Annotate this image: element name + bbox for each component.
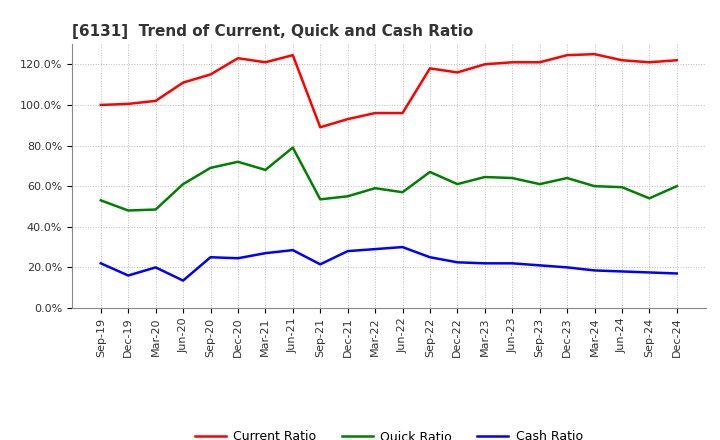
Quick Ratio: [343, 194, 352, 199]
Quick Ratio: [371, 186, 379, 191]
Quick Ratio: [590, 183, 599, 189]
Quick Ratio: [645, 196, 654, 201]
Current Ratio: [563, 52, 572, 58]
Text: [6131]  Trend of Current, Quick and Cash Ratio: [6131] Trend of Current, Quick and Cash …: [72, 24, 473, 39]
Current Ratio: [233, 55, 242, 61]
Current Ratio: [343, 117, 352, 122]
Cash Ratio: [453, 260, 462, 265]
Current Ratio: [536, 60, 544, 65]
Cash Ratio: [645, 270, 654, 275]
Current Ratio: [206, 72, 215, 77]
Quick Ratio: [508, 176, 516, 181]
Current Ratio: [426, 66, 434, 71]
Cash Ratio: [398, 245, 407, 250]
Current Ratio: [618, 58, 626, 63]
Legend: Current Ratio, Quick Ratio, Cash Ratio: Current Ratio, Quick Ratio, Cash Ratio: [189, 425, 588, 440]
Current Ratio: [124, 101, 132, 106]
Cash Ratio: [480, 260, 489, 266]
Quick Ratio: [124, 208, 132, 213]
Quick Ratio: [453, 181, 462, 187]
Current Ratio: [398, 110, 407, 116]
Quick Ratio: [672, 183, 681, 189]
Cash Ratio: [206, 255, 215, 260]
Cash Ratio: [508, 260, 516, 266]
Current Ratio: [371, 110, 379, 116]
Cash Ratio: [343, 249, 352, 254]
Current Ratio: [289, 52, 297, 58]
Cash Ratio: [563, 265, 572, 270]
Quick Ratio: [289, 145, 297, 150]
Quick Ratio: [536, 181, 544, 187]
Quick Ratio: [96, 198, 105, 203]
Quick Ratio: [563, 176, 572, 181]
Quick Ratio: [261, 167, 270, 172]
Quick Ratio: [316, 197, 325, 202]
Line: Current Ratio: Current Ratio: [101, 54, 677, 127]
Cash Ratio: [590, 268, 599, 273]
Cash Ratio: [672, 271, 681, 276]
Current Ratio: [590, 51, 599, 57]
Cash Ratio: [96, 260, 105, 266]
Cash Ratio: [536, 263, 544, 268]
Line: Quick Ratio: Quick Ratio: [101, 147, 677, 210]
Quick Ratio: [426, 169, 434, 175]
Current Ratio: [453, 70, 462, 75]
Quick Ratio: [151, 207, 160, 212]
Cash Ratio: [261, 250, 270, 256]
Cash Ratio: [426, 255, 434, 260]
Current Ratio: [480, 62, 489, 67]
Quick Ratio: [233, 159, 242, 165]
Quick Ratio: [480, 174, 489, 180]
Cash Ratio: [124, 273, 132, 278]
Cash Ratio: [233, 256, 242, 261]
Current Ratio: [151, 98, 160, 103]
Quick Ratio: [206, 165, 215, 171]
Cash Ratio: [179, 278, 187, 283]
Cash Ratio: [618, 269, 626, 274]
Current Ratio: [316, 125, 325, 130]
Current Ratio: [645, 60, 654, 65]
Quick Ratio: [179, 181, 187, 187]
Cash Ratio: [289, 247, 297, 253]
Quick Ratio: [618, 184, 626, 190]
Cash Ratio: [151, 265, 160, 270]
Cash Ratio: [371, 246, 379, 252]
Current Ratio: [179, 80, 187, 85]
Line: Cash Ratio: Cash Ratio: [101, 247, 677, 281]
Current Ratio: [96, 102, 105, 107]
Current Ratio: [261, 60, 270, 65]
Current Ratio: [508, 60, 516, 65]
Cash Ratio: [316, 262, 325, 267]
Current Ratio: [672, 58, 681, 63]
Quick Ratio: [398, 190, 407, 195]
